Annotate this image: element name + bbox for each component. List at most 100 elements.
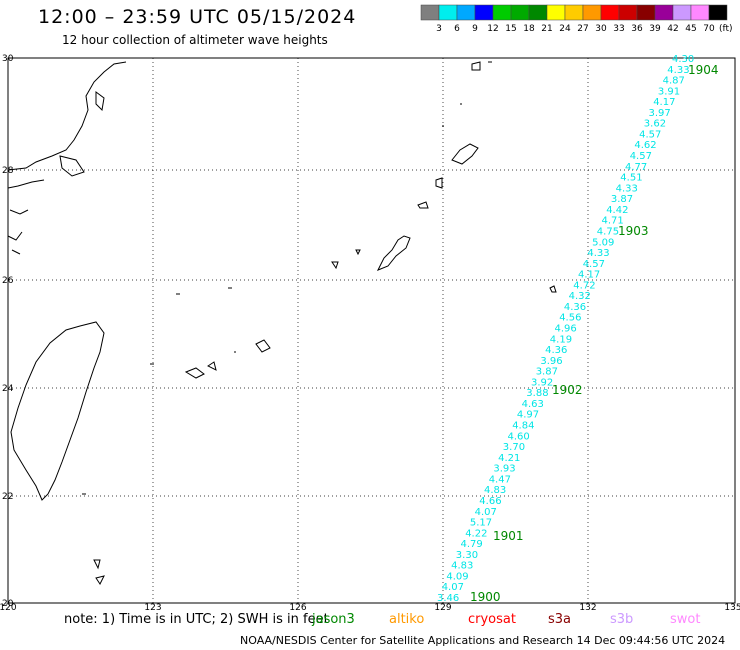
satellite-jason3: jason3 — [312, 612, 355, 627]
page-subtitle: 12 hour collection of altimeter wave hei… — [62, 33, 328, 47]
lat-label: 24 — [2, 384, 14, 394]
swh-value: 4.77 — [625, 162, 647, 173]
lat-label: 20 — [2, 599, 14, 609]
legend-label: 24 — [559, 24, 571, 34]
lat-label: 28 — [2, 166, 14, 176]
time-mark: 1903 — [618, 224, 649, 238]
legend-label: 45 — [685, 24, 696, 34]
legend-label: 6 — [454, 24, 460, 34]
swh-value: 4.51 — [620, 173, 642, 184]
lon-label: 126 — [289, 603, 306, 613]
satellite-swot: swot — [670, 612, 701, 627]
swh-value: 4.19 — [550, 334, 572, 345]
swh-value: 4.72 — [573, 280, 595, 291]
swh-value: 3.96 — [540, 356, 562, 367]
swh-value: 4.75 — [597, 226, 619, 237]
legend-swatch — [690, 4, 710, 21]
okinawa-coastline — [376, 235, 411, 271]
swh-value: 4.63 — [522, 399, 544, 410]
legend-unit: (ft) — [719, 24, 733, 34]
lat-label: 22 — [2, 492, 13, 502]
swh-value: 4.17 — [653, 97, 675, 108]
legend-label: 39 — [649, 24, 661, 34]
kerama — [331, 249, 361, 270]
swh-value: 4.57 — [630, 151, 652, 162]
swh-value: 3.70 — [503, 442, 525, 453]
color-legend: 3 6 9 12 15 18 21 24 27 30 33 36 39 42 45 70 (ft) — [420, 4, 733, 34]
swh-value: 4.07 — [442, 582, 464, 593]
legend-swatch — [546, 4, 566, 21]
swh-value: 4.57 — [639, 129, 661, 140]
swh-value: 3.46 — [437, 593, 459, 604]
legend-swatch — [708, 4, 728, 21]
legend-label: 18 — [523, 24, 535, 34]
swh-value: 4.62 — [634, 140, 656, 151]
swh-value: 4.79 — [461, 539, 483, 550]
swh-value: 4.87 — [663, 76, 685, 87]
footer-note: note: 1) Time is in UTC; 2) SWH is in fe… — [64, 612, 329, 627]
swh-value: 3.88 — [526, 388, 548, 399]
swh-value: 4.07 — [475, 507, 497, 518]
time-mark: 1902 — [552, 383, 583, 397]
time-mark: 1901 — [493, 529, 524, 543]
legend-swatch — [438, 4, 458, 21]
swh-value: 4.57 — [583, 259, 605, 270]
altimeter-track: 3.464.074.094.833.304.794.225.174.074.66… — [437, 54, 719, 604]
swh-value: 4.71 — [602, 216, 624, 227]
legend-swatch — [654, 4, 674, 21]
amami-coastline — [451, 143, 479, 165]
swh-value: 4.42 — [606, 205, 628, 216]
swh-value: 3.87 — [611, 194, 633, 205]
swh-value: 4.30 — [672, 54, 694, 65]
swh-value: 4.33 — [616, 183, 638, 194]
legend-label: 30 — [595, 24, 607, 34]
miyako-island — [255, 339, 271, 353]
swh-value: 4.56 — [559, 313, 581, 324]
legend-swatch — [528, 4, 548, 21]
legend-label: 27 — [577, 24, 588, 34]
map-frame — [7, 57, 736, 604]
swh-value: 4.36 — [545, 345, 567, 356]
lon-label: 129 — [434, 603, 451, 613]
graticule-grid — [8, 58, 735, 603]
lat-label: 30 — [2, 54, 14, 64]
swh-value: 4.83 — [484, 485, 506, 496]
swh-value: 4.17 — [578, 270, 600, 281]
swh-value: 4.21 — [498, 453, 520, 464]
legend-label: 33 — [613, 24, 624, 34]
swh-value: 4.33 — [587, 248, 609, 259]
kyushu-coastline — [7, 61, 127, 177]
ishigaki-island — [184, 361, 217, 379]
swh-value: 4.96 — [555, 324, 577, 335]
swh-value: 4.47 — [489, 474, 511, 485]
swh-value: 4.09 — [446, 571, 468, 582]
time-mark: 1900 — [470, 590, 501, 604]
swh-value: 4.22 — [465, 528, 487, 539]
swh-value: 4.84 — [512, 421, 534, 432]
legend-label: 9 — [472, 24, 478, 34]
swh-value: 4.97 — [517, 410, 539, 421]
legend-label: 42 — [667, 24, 678, 34]
lon-label: 135 — [724, 603, 740, 613]
coastlines — [7, 61, 557, 585]
satellite-s3a: s3a — [548, 612, 572, 627]
legend-label: 70 — [703, 24, 715, 34]
swh-value: 3.30 — [456, 550, 478, 561]
swh-value: 3.62 — [644, 119, 666, 130]
swh-value: 5.17 — [470, 518, 492, 529]
axis-labels: 120 123 126 129 132 135 30 28 26 24 22 20 — [0, 54, 740, 613]
swh-value: 5.09 — [592, 237, 614, 248]
swh-value: 3.97 — [649, 108, 671, 119]
swh-value: 3.93 — [493, 464, 515, 475]
lon-label: 132 — [579, 603, 596, 613]
legend-swatch — [492, 4, 512, 21]
swh-value: 4.32 — [569, 291, 591, 302]
swh-value: 4.60 — [508, 431, 530, 442]
lon-label: 120 — [0, 603, 17, 613]
page-title: 12:00 – 23:59 UTC 05/15/2024 — [38, 6, 357, 28]
swh-value: 3.87 — [536, 367, 558, 378]
legend-swatch — [636, 4, 656, 21]
satellite-s3b: s3b — [610, 612, 634, 627]
footer-credit: NOAA/NESDIS Center for Satellite Applica… — [240, 634, 726, 647]
